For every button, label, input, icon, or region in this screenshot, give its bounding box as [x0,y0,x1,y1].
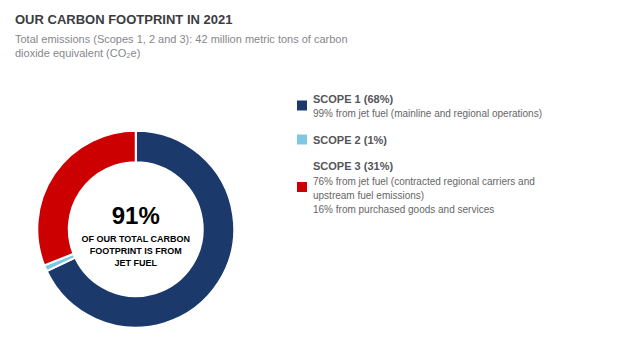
svg-text:FOOTPRINT IS FROM: FOOTPRINT IS FROM [90,246,182,256]
svg-text:dioxide equivalent (CO₂e): dioxide equivalent (CO₂e) [15,47,140,59]
svg-text:SCOPE 3 (31%): SCOPE 3 (31%) [313,160,393,172]
svg-text:16% from purchased goods and s: 16% from purchased goods and services [313,204,494,215]
svg-text:OUR CARBON FOOTPRINT IN 2021: OUR CARBON FOOTPRINT IN 2021 [15,12,232,27]
svg-text:SCOPE 2 (1%): SCOPE 2 (1%) [313,134,387,146]
svg-text:76% from jet fuel (contracted: 76% from jet fuel (contracted regional c… [313,176,535,187]
svg-text:OF OUR TOTAL CARBON: OF OUR TOTAL CARBON [81,234,190,244]
svg-text:Total emissions (Scopes 1, 2 a: Total emissions (Scopes 1, 2 and 3): 42 … [15,33,348,45]
svg-text:upstream fuel emissions): upstream fuel emissions) [313,190,424,201]
svg-text:JET FUEL: JET FUEL [114,258,157,268]
svg-text:91%: 91% [112,202,160,229]
svg-text:99% from jet fuel (mainline an: 99% from jet fuel (mainline and regional… [313,108,542,119]
svg-text:SCOPE 1 (68%): SCOPE 1 (68%) [313,93,393,105]
